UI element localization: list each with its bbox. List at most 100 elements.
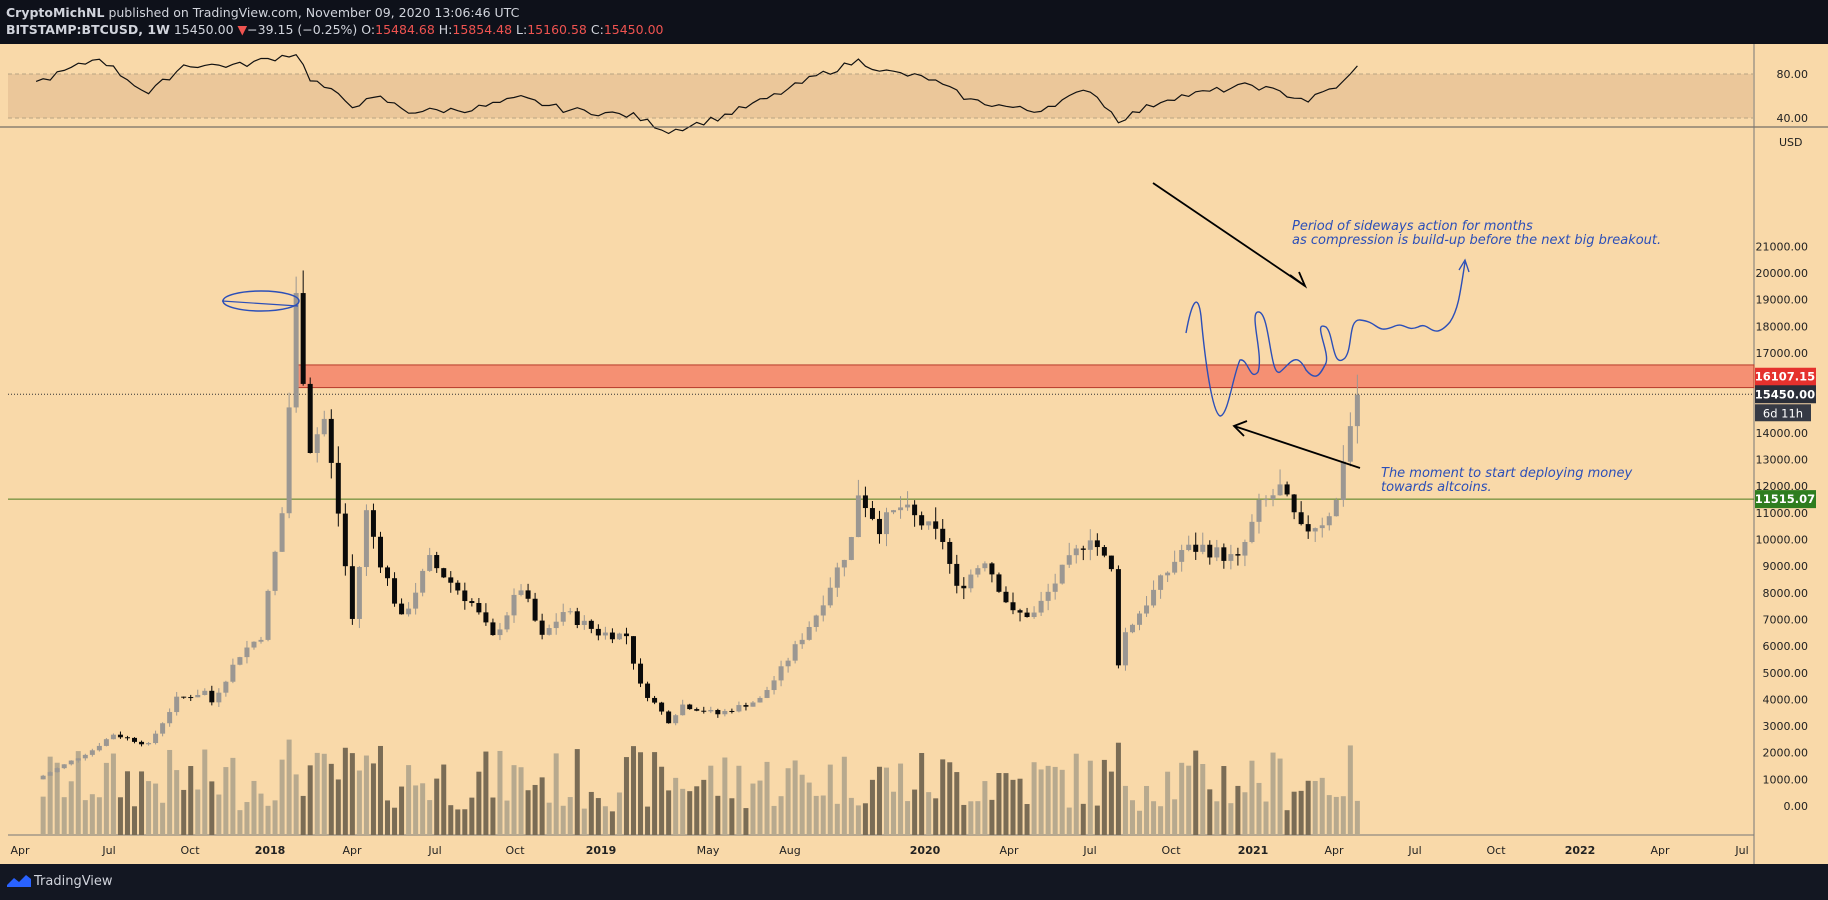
annotation-bottom-line1: The moment to start deploying money: [1381, 466, 1633, 481]
candle-bull: [750, 702, 756, 707]
volume-bar: [132, 806, 138, 835]
volume-bar: [251, 780, 257, 835]
candles: [40, 270, 1360, 780]
countdown-tag: [1755, 404, 1811, 422]
candle-bull: [68, 760, 74, 765]
volume-bar: [595, 798, 601, 835]
candle-bull: [54, 768, 60, 773]
volume-bar: [560, 805, 566, 835]
volume-bar: [1010, 779, 1016, 835]
candle-bull: [616, 633, 622, 640]
candle-bull: [202, 690, 208, 695]
candle-bear: [532, 598, 538, 621]
volume-bar: [356, 770, 362, 835]
candle-bear: [729, 710, 735, 712]
volume-bars: [40, 739, 1360, 835]
x-tick-label: Apr: [342, 844, 362, 857]
volume-bar: [806, 782, 812, 835]
candle-bull: [884, 512, 889, 535]
volume-bar: [279, 759, 285, 835]
y-tick-label: 11000.00: [1756, 507, 1809, 520]
volume-bar: [1249, 760, 1255, 835]
x-tick-label: May: [697, 844, 720, 857]
candle-bear: [476, 603, 482, 613]
last-price-label: 15450.00: [1755, 387, 1815, 401]
candle-bear: [1207, 544, 1213, 558]
price-axis[interactable]: 21000.00 20000.00 19000.00 18000.00 17000.00…: [1756, 240, 1809, 813]
candle-bear: [124, 737, 130, 739]
volume-bar: [701, 779, 707, 835]
candle-bull: [764, 690, 770, 698]
volume-bar: [216, 794, 222, 835]
volume-bar: [673, 777, 679, 835]
candle-bear: [996, 574, 1002, 592]
volume-bar: [399, 786, 405, 835]
candle-bull: [40, 775, 46, 780]
projection-arrowhead: [1458, 258, 1470, 273]
volume-bar: [413, 785, 419, 835]
candle-bull: [1214, 547, 1220, 558]
candle-bear: [989, 563, 995, 575]
candle-bear: [940, 528, 946, 542]
y-tick-label: 2000.00: [1763, 747, 1809, 760]
volume-bar: [188, 766, 194, 835]
volume-bar: [1221, 766, 1227, 835]
candle-bull: [1200, 544, 1206, 552]
support-price-label: 11515.07: [1755, 492, 1815, 506]
candle-bear: [694, 709, 700, 711]
volume-bar: [47, 756, 53, 835]
candle-bear: [1010, 602, 1016, 611]
candle-bull: [1186, 544, 1192, 551]
volume-bar: [420, 783, 426, 835]
candle-bull: [1326, 516, 1332, 526]
volume-bar: [940, 759, 946, 835]
volume-bar: [293, 774, 299, 835]
volume-bar: [1242, 792, 1248, 835]
rsi-line: [35, 53, 1358, 135]
candle-bull: [1066, 555, 1072, 565]
volume-bar: [237, 810, 243, 835]
candle-bull: [286, 407, 292, 514]
candle-bear: [1305, 524, 1311, 532]
author-name[interactable]: CryptoMichNL: [6, 5, 105, 20]
price-unit-label: USD: [1779, 136, 1803, 149]
tradingview-logo-icon[interactable]: [6, 873, 32, 889]
x-tick-label: Apr: [10, 844, 30, 857]
candle-bull: [905, 504, 911, 508]
candle-bear: [652, 697, 658, 703]
volume-bar: [392, 807, 398, 835]
candle-bear: [342, 513, 348, 567]
candle-bear: [666, 711, 672, 724]
candle-bear: [701, 710, 707, 712]
volume-bar: [1179, 762, 1185, 835]
x-tick-label: Oct: [505, 844, 525, 857]
x-tick-label: 2018: [255, 844, 286, 857]
candle-bull: [82, 754, 88, 759]
candle-bull: [1122, 632, 1128, 666]
candle-bull: [1172, 561, 1178, 573]
volume-bar: [1270, 752, 1276, 835]
candle-bear: [349, 566, 355, 619]
candle-bull: [1179, 550, 1185, 562]
price-chart[interactable]: 80.00 40.00 Period of sideways action for…: [0, 0, 1828, 864]
volume-bar: [588, 791, 594, 835]
candle-bear: [687, 704, 693, 710]
candle-bear: [307, 383, 313, 453]
candle-bear: [462, 590, 468, 602]
candle-bull: [265, 590, 271, 640]
publish-line: CryptoMichNL published on TradingView.co…: [6, 5, 519, 20]
volume-bar: [96, 797, 102, 835]
volume-bar: [1129, 800, 1135, 835]
time-axis[interactable]: Apr Jul Oct 2018 Apr Jul Oct 2019 May Aug 2020 Apr J…: [10, 844, 1748, 857]
brand-name[interactable]: TradingView: [34, 874, 113, 889]
volume-bar: [1319, 777, 1325, 835]
y-tick-label: 17000.00: [1756, 347, 1809, 360]
volume-bar: [462, 809, 468, 835]
volume-bar: [834, 803, 840, 835]
rsi-tick-label: 40.00: [1777, 112, 1809, 125]
volume-bar: [349, 753, 355, 835]
candle-bear: [609, 632, 615, 640]
candle-bull: [406, 608, 412, 615]
volume-bar: [623, 757, 629, 835]
candle-bull: [1073, 548, 1079, 556]
